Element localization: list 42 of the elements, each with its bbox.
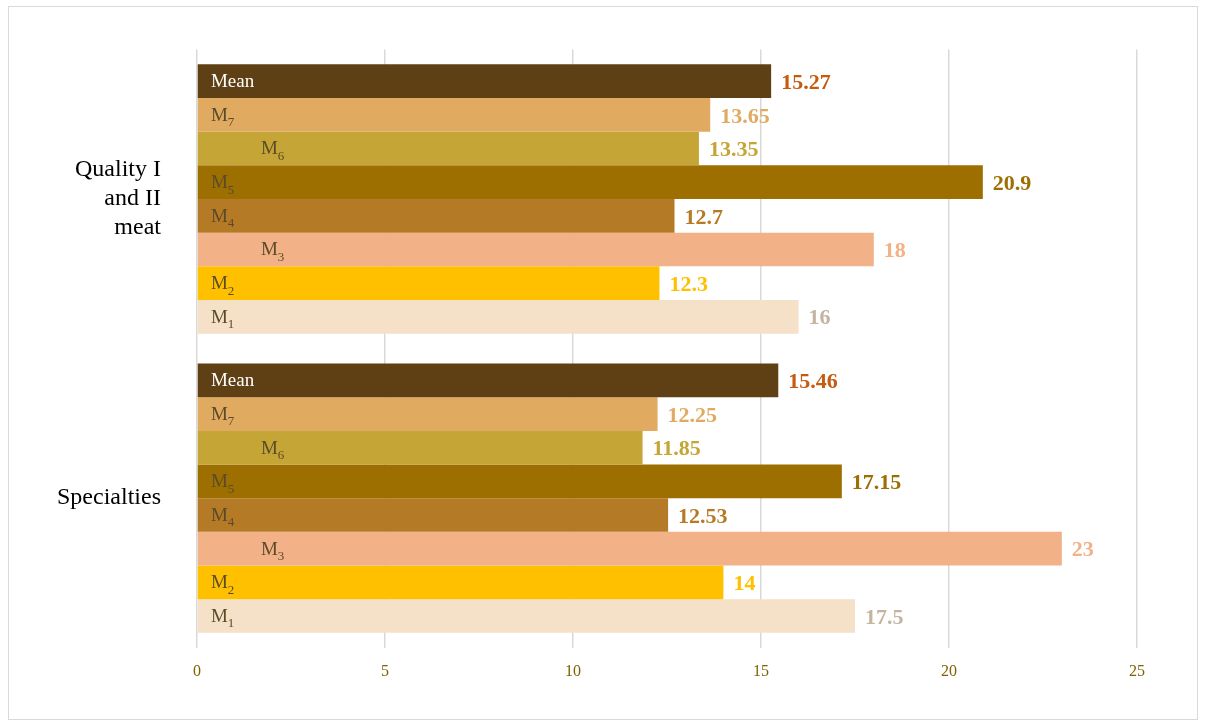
bar bbox=[197, 599, 855, 633]
bar bbox=[197, 98, 711, 132]
x-tick-label: 5 bbox=[380, 661, 389, 679]
x-tick-label: 20 bbox=[940, 661, 957, 679]
data-label: 23 bbox=[1071, 536, 1094, 562]
bar bbox=[197, 397, 658, 431]
bar bbox=[197, 498, 669, 532]
bar bbox=[197, 430, 643, 465]
bar bbox=[197, 131, 699, 166]
series-label: Mean bbox=[210, 70, 255, 92]
data-label: 12.25 bbox=[667, 401, 718, 427]
bar bbox=[197, 165, 983, 199]
data-label: 15.27 bbox=[781, 68, 831, 94]
bar bbox=[197, 266, 660, 300]
bar bbox=[197, 232, 874, 267]
data-label: 18 bbox=[883, 237, 906, 263]
data-label: 17.15 bbox=[851, 469, 902, 495]
data-label: 13.35 bbox=[708, 136, 759, 162]
bar bbox=[197, 565, 724, 600]
y-tick-label: Quality I and II meat bbox=[74, 155, 162, 240]
data-label: 14 bbox=[733, 570, 756, 596]
data-label: 11.85 bbox=[652, 435, 701, 461]
data-label: 12.3 bbox=[669, 270, 708, 296]
data-label: 16 bbox=[808, 304, 831, 330]
data-label: 15.46 bbox=[788, 368, 838, 394]
bar bbox=[197, 464, 842, 499]
text: Mean bbox=[210, 369, 255, 391]
x-tick-label: 10 bbox=[564, 661, 581, 679]
y-tick-label: Specialties bbox=[57, 483, 161, 510]
bar bbox=[197, 64, 772, 99]
bar bbox=[197, 531, 1062, 566]
data-label: 20.9 bbox=[992, 169, 1032, 195]
data-label: 12.53 bbox=[678, 502, 728, 528]
bar bbox=[197, 199, 675, 233]
bar bbox=[197, 299, 799, 334]
data-label: 13.65 bbox=[720, 102, 770, 128]
x-tick-label: 15 bbox=[752, 661, 769, 679]
data-label: 12.7 bbox=[684, 203, 723, 229]
x-tick-label: 0 bbox=[192, 661, 201, 679]
bar bbox=[197, 363, 779, 398]
data-label: 17.5 bbox=[864, 603, 904, 629]
x-tick-label: 25 bbox=[1129, 661, 1145, 679]
